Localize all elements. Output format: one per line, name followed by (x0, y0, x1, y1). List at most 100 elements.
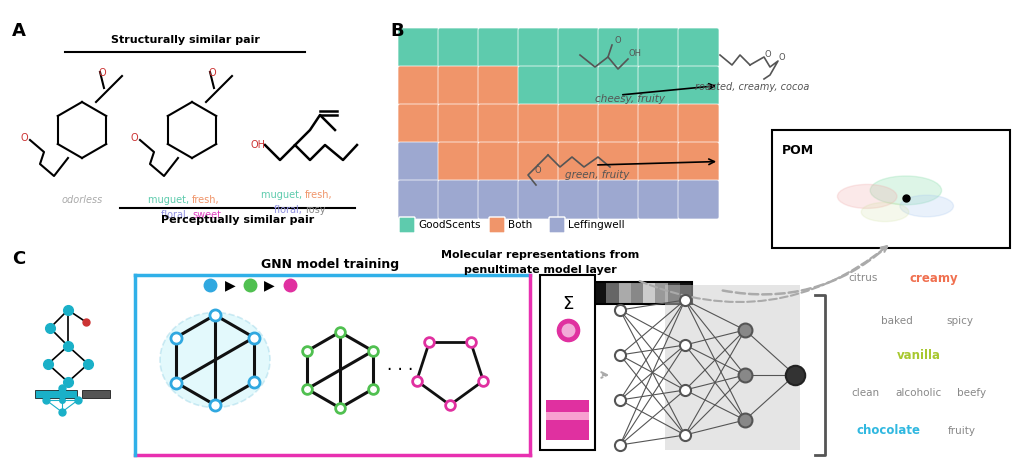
Text: green, fruity: green, fruity (565, 170, 629, 180)
Text: O: O (131, 133, 138, 143)
FancyBboxPatch shape (598, 28, 639, 67)
Text: fresh,: fresh, (192, 195, 220, 205)
Text: OH: OH (250, 140, 265, 150)
FancyBboxPatch shape (678, 142, 719, 181)
Bar (643, 282, 655, 304)
Bar (540, 275, 595, 450)
Bar (606, 282, 619, 304)
Ellipse shape (160, 313, 270, 408)
FancyBboxPatch shape (489, 217, 505, 233)
Circle shape (862, 202, 909, 222)
Text: roasted, creamy, cocoa: roasted, creamy, cocoa (695, 82, 810, 92)
Text: odorless: odorless (61, 195, 103, 205)
FancyBboxPatch shape (438, 104, 479, 143)
FancyBboxPatch shape (478, 66, 519, 105)
Bar (668, 282, 680, 304)
FancyBboxPatch shape (398, 142, 439, 181)
FancyBboxPatch shape (518, 66, 560, 105)
FancyBboxPatch shape (678, 104, 719, 143)
Bar (546, 400, 589, 440)
FancyBboxPatch shape (638, 180, 679, 219)
Text: ▶: ▶ (264, 278, 275, 292)
FancyBboxPatch shape (598, 66, 639, 105)
FancyBboxPatch shape (678, 180, 719, 219)
Text: rosy: rosy (305, 205, 326, 215)
Text: muguet,: muguet, (260, 190, 305, 200)
Text: creamy: creamy (910, 272, 959, 285)
Bar (772, 130, 1010, 248)
Text: B: B (390, 22, 403, 40)
FancyBboxPatch shape (398, 104, 439, 143)
FancyBboxPatch shape (478, 142, 519, 181)
Circle shape (870, 176, 941, 205)
Text: O: O (535, 166, 541, 175)
Bar (619, 282, 631, 304)
Text: Molecular representations from: Molecular representations from (441, 250, 639, 260)
FancyBboxPatch shape (518, 142, 560, 181)
FancyBboxPatch shape (438, 28, 479, 67)
Text: fruity: fruity (947, 425, 976, 436)
FancyBboxPatch shape (598, 104, 639, 143)
FancyBboxPatch shape (558, 142, 599, 181)
Text: Both: Both (508, 220, 532, 230)
FancyBboxPatch shape (638, 104, 679, 143)
FancyBboxPatch shape (638, 142, 679, 181)
Text: cheesy, fruity: cheesy, fruity (595, 94, 665, 104)
Bar (35, 390, 77, 398)
FancyBboxPatch shape (638, 66, 679, 105)
Text: POM: POM (782, 144, 814, 157)
FancyBboxPatch shape (598, 180, 639, 219)
FancyBboxPatch shape (678, 66, 719, 105)
FancyBboxPatch shape (678, 28, 719, 67)
Bar (655, 282, 668, 304)
FancyBboxPatch shape (438, 66, 479, 105)
Bar (82, 390, 110, 398)
FancyBboxPatch shape (518, 28, 560, 67)
FancyBboxPatch shape (638, 28, 679, 67)
FancyBboxPatch shape (398, 180, 439, 219)
Bar (680, 282, 692, 304)
Bar (582, 282, 692, 304)
Text: C: C (12, 250, 26, 268)
Text: fresh,: fresh, (305, 190, 333, 200)
Text: GNN model training: GNN model training (261, 258, 399, 271)
FancyBboxPatch shape (558, 104, 599, 143)
Text: penultimate model layer: penultimate model layer (464, 265, 617, 275)
Bar (594, 282, 606, 304)
Bar (631, 282, 643, 304)
Text: beefy: beefy (958, 388, 986, 398)
Text: A: A (12, 22, 26, 40)
Text: vanilla: vanilla (896, 349, 941, 362)
Text: floral,: floral, (161, 210, 192, 220)
Circle shape (837, 184, 897, 208)
Text: sweet: sweet (192, 210, 221, 220)
Text: spicy: spicy (946, 315, 973, 326)
Text: floral,: floral, (274, 205, 305, 215)
Text: · · ·: · · · (387, 361, 414, 379)
FancyBboxPatch shape (438, 180, 479, 219)
FancyBboxPatch shape (399, 217, 415, 233)
Text: OH: OH (628, 49, 641, 58)
FancyBboxPatch shape (518, 180, 560, 219)
Text: O: O (764, 50, 771, 59)
Text: GoodScents: GoodScents (418, 220, 481, 230)
FancyBboxPatch shape (518, 104, 560, 143)
FancyBboxPatch shape (398, 66, 439, 105)
FancyBboxPatch shape (558, 66, 599, 105)
Text: O: O (208, 68, 215, 78)
FancyBboxPatch shape (478, 28, 519, 67)
FancyBboxPatch shape (478, 104, 519, 143)
FancyBboxPatch shape (549, 217, 565, 233)
FancyBboxPatch shape (558, 180, 599, 219)
Text: baked: baked (880, 315, 913, 326)
Circle shape (900, 195, 954, 217)
Text: Perceptually similar pair: Perceptually similar pair (161, 215, 314, 225)
Bar (546, 412, 589, 420)
FancyBboxPatch shape (598, 142, 639, 181)
Text: Σ: Σ (562, 295, 573, 313)
Text: ▶: ▶ (225, 278, 236, 292)
FancyBboxPatch shape (438, 142, 479, 181)
Text: Leffingwell: Leffingwell (568, 220, 625, 230)
Text: muguet,: muguet, (148, 195, 192, 205)
Text: O: O (778, 53, 784, 62)
